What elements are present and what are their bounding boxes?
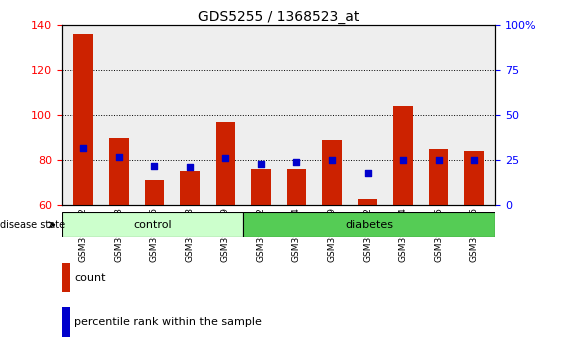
- Bar: [322, 140, 342, 205]
- Bar: [109, 138, 128, 205]
- Bar: [62, 212, 243, 237]
- Point: [399, 157, 408, 163]
- Bar: [287, 169, 306, 205]
- Point: [292, 159, 301, 165]
- Bar: [62, 263, 69, 292]
- Bar: [180, 171, 200, 205]
- Bar: [74, 34, 93, 205]
- Bar: [145, 181, 164, 205]
- Bar: [358, 199, 377, 205]
- Text: diabetes: diabetes: [345, 220, 394, 230]
- Bar: [464, 151, 484, 205]
- Text: percentile rank within the sample: percentile rank within the sample: [74, 317, 262, 327]
- Point: [185, 165, 194, 170]
- Point: [363, 170, 372, 176]
- Title: GDS5255 / 1368523_at: GDS5255 / 1368523_at: [198, 10, 359, 24]
- Bar: [243, 212, 495, 237]
- Point: [114, 154, 123, 159]
- Bar: [429, 149, 448, 205]
- Bar: [394, 106, 413, 205]
- Bar: [251, 169, 271, 205]
- Bar: [62, 307, 69, 337]
- Text: count: count: [74, 273, 106, 282]
- Point: [434, 157, 443, 163]
- Point: [150, 163, 159, 169]
- Point: [470, 157, 479, 163]
- Point: [256, 161, 265, 167]
- Bar: [216, 122, 235, 205]
- Point: [328, 157, 337, 163]
- Text: control: control: [133, 220, 172, 230]
- Point: [79, 145, 88, 150]
- Text: disease state: disease state: [0, 220, 65, 230]
- Point: [221, 155, 230, 161]
